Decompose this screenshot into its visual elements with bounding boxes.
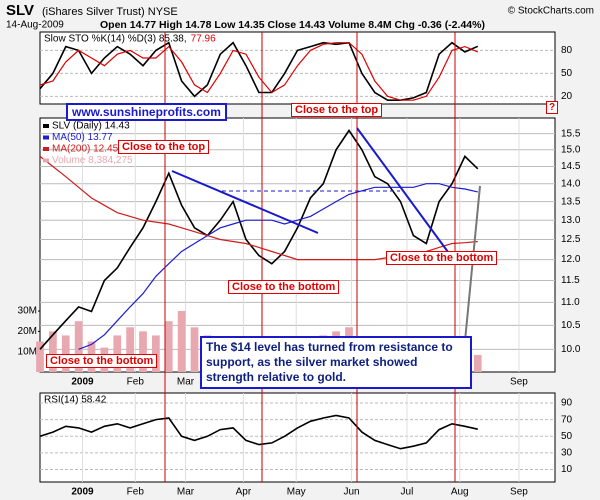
volume-bar <box>49 331 57 372</box>
x-tick-label: Aug <box>451 487 469 498</box>
source: © StockCharts.com <box>508 6 594 17</box>
volume-bar <box>113 335 122 372</box>
y-tick-label: 30 <box>561 448 573 459</box>
panel-title: Slow STO %K(14) %D(3) 85.38, <box>44 34 187 45</box>
y-tick-label: 11.0 <box>561 297 580 308</box>
y-tick-label: 13.5 <box>561 196 581 207</box>
legend-label: SLV (Daily) 14.43 <box>52 121 130 132</box>
x-tick-label: Feb <box>127 487 145 498</box>
note: The $14 level has turned from resistance… <box>200 336 472 389</box>
panel-title: RSI(14) 58.42 <box>44 395 107 406</box>
volume-bar <box>74 321 83 372</box>
x-tick-label: Feb <box>127 377 145 388</box>
date: 14-Aug-2009 <box>6 20 64 31</box>
legend-swatch <box>43 147 49 151</box>
website: www.sunshineprofits.com <box>66 103 227 121</box>
top-label: Close to the top <box>291 103 383 117</box>
series-line <box>39 414 478 450</box>
x-tick-label: Mar <box>177 487 195 498</box>
legend-swatch <box>43 135 49 140</box>
y2-tick-label: 10M <box>18 346 37 357</box>
y-tick-label: 15.0 <box>561 144 581 155</box>
bottom-label: Close to the bottom <box>228 280 340 294</box>
y-tick-label: 11.5 <box>561 275 580 286</box>
y2-tick-label: 20M <box>18 326 37 337</box>
x-tick-label: Apr <box>236 487 252 498</box>
volume-bar <box>139 331 147 372</box>
y-tick-label: 15.5 <box>561 128 581 139</box>
x-tick-label: 2009 <box>71 487 94 498</box>
volume-bar <box>126 327 134 372</box>
help-icon[interactable]: ? <box>546 101 559 114</box>
y-tick-label: 10 <box>561 464 573 475</box>
y-tick-label: 13.0 <box>561 215 581 226</box>
x-tick-label: Mar <box>177 377 195 388</box>
y-tick-label: 80 <box>561 45 573 56</box>
legend-swatch <box>43 158 49 163</box>
y-tick-label: 12.0 <box>561 254 581 265</box>
x-tick-label: Sep <box>510 487 528 498</box>
panel-title-extra: 77.96 <box>191 34 216 45</box>
y-tick-label: 14.5 <box>561 161 581 172</box>
y-tick-label: 90 <box>561 398 573 409</box>
panel <box>39 31 556 105</box>
trend-line <box>356 127 449 253</box>
x-tick-label: May <box>287 487 306 498</box>
volume-bar <box>61 335 70 372</box>
y-tick-label: 14.0 <box>561 178 581 189</box>
quote: Open 14.77 High 14.78 Low 14.35 Close 14… <box>100 19 485 31</box>
y-tick-label: 50 <box>561 68 573 79</box>
volume-bar <box>190 327 199 372</box>
legend-label: MA(200) 12.45 <box>52 144 119 155</box>
series-line <box>78 183 478 350</box>
y-tick-label: 20 <box>561 91 573 102</box>
volume-bar <box>473 354 482 372</box>
y-tick-label: 70 <box>561 414 573 425</box>
x-tick-label: Jul <box>401 487 414 498</box>
security-name: (iShares Silver Trust) NYSE <box>42 6 178 18</box>
series-line <box>39 41 479 101</box>
y2-tick-label: 30M <box>18 306 37 317</box>
legend-label: MA(50) 13.77 <box>52 132 113 143</box>
bottom-label: Close to the bottom <box>46 354 158 368</box>
volume-bar <box>164 321 173 372</box>
x-tick-label: Jun <box>344 487 360 498</box>
volume-bar <box>152 335 160 372</box>
trend-line <box>171 170 319 234</box>
volume-bar <box>177 311 186 372</box>
y-tick-label: 10.5 <box>561 320 581 331</box>
y-tick-label: 12.5 <box>561 234 581 245</box>
y-tick-label: 10.0 <box>561 344 581 355</box>
y-tick-label: 50 <box>561 431 573 442</box>
x-tick-label: Sep <box>510 377 528 388</box>
legend-swatch <box>43 124 49 128</box>
symbol: SLV <box>6 2 34 19</box>
top-label: Close to the top <box>118 140 210 154</box>
legend-label: Volume 8,384,275 <box>52 155 133 166</box>
series-line <box>39 42 479 101</box>
series-line <box>39 129 479 350</box>
panel <box>39 392 556 483</box>
volume-bar <box>36 341 44 372</box>
x-tick-label: 2009 <box>71 377 94 388</box>
bottom-label: Close to the bottom <box>386 251 498 265</box>
